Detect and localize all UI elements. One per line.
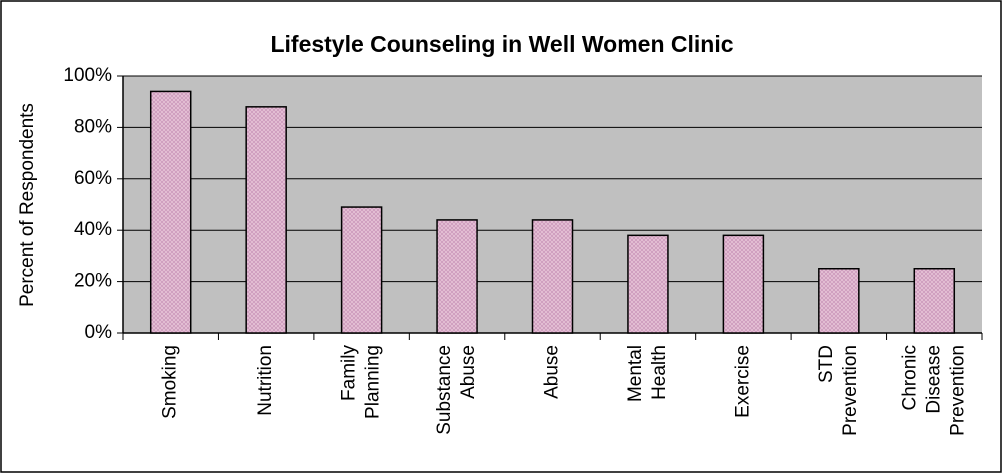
bar (340, 206, 383, 334)
x-tick-label: Substance (434, 345, 455, 435)
bar (149, 90, 192, 334)
x-tick-label: Prevention (947, 345, 968, 436)
bar (531, 219, 574, 334)
x-tick-label: Exercise (732, 345, 753, 418)
x-tick-label: STD (816, 345, 837, 383)
x-tick-label: Abuse (458, 345, 479, 399)
y-tick-label: 80% (74, 116, 112, 137)
x-tick-label: Planning (363, 345, 384, 419)
y-tick-label: 60% (74, 168, 112, 189)
bar (913, 268, 956, 334)
x-tick-label: Chronic (899, 345, 920, 410)
bar (627, 234, 669, 334)
x-tick-label: Prevention (840, 345, 861, 436)
x-tick-label: Mental (625, 345, 646, 402)
bar (245, 106, 287, 334)
x-tick-label: Disease (923, 345, 944, 414)
y-tick-label: 0% (85, 322, 113, 343)
bar (818, 268, 860, 334)
x-tick-label: Family (339, 345, 360, 401)
x-tick-label: Nutrition (255, 345, 276, 416)
x-tick-label: Health (649, 345, 670, 400)
bar (722, 234, 765, 334)
y-tick-label: 40% (74, 219, 112, 240)
y-tick-label: 100% (63, 65, 112, 86)
chart-title: Lifestyle Counseling in Well Women Clini… (270, 31, 733, 57)
y-tick-label: 20% (74, 271, 112, 292)
x-tick-label: Smoking (160, 345, 181, 419)
y-axis-label: Percent of Respondents (17, 103, 38, 307)
bar (436, 219, 478, 334)
x-tick-label: Abuse (542, 345, 563, 399)
